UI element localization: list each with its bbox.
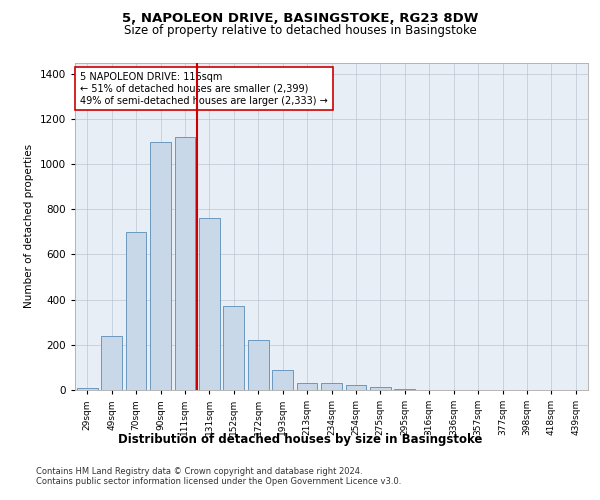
Bar: [346, 386, 367, 390]
Bar: [296, 383, 317, 390]
Text: 5 NAPOLEON DRIVE: 116sqm
← 51% of detached houses are smaller (2,399)
49% of sem: 5 NAPOLEON DRIVE: 116sqm ← 51% of detach…: [80, 72, 328, 106]
Bar: [321, 383, 342, 390]
Bar: [125, 232, 146, 390]
Bar: [248, 340, 269, 390]
Bar: [77, 388, 98, 390]
Text: Size of property relative to detached houses in Basingstoke: Size of property relative to detached ho…: [124, 24, 476, 37]
Text: Distribution of detached houses by size in Basingstoke: Distribution of detached houses by size …: [118, 432, 482, 446]
Y-axis label: Number of detached properties: Number of detached properties: [24, 144, 34, 308]
Bar: [370, 386, 391, 390]
Text: 5, NAPOLEON DRIVE, BASINGSTOKE, RG23 8DW: 5, NAPOLEON DRIVE, BASINGSTOKE, RG23 8DW: [122, 12, 478, 26]
Bar: [272, 370, 293, 390]
Text: Contains public sector information licensed under the Open Government Licence v3: Contains public sector information licen…: [36, 478, 401, 486]
Bar: [223, 306, 244, 390]
Bar: [394, 389, 415, 390]
Bar: [175, 137, 196, 390]
Bar: [199, 218, 220, 390]
Bar: [101, 336, 122, 390]
Text: Contains HM Land Registry data © Crown copyright and database right 2024.: Contains HM Land Registry data © Crown c…: [36, 468, 362, 476]
Bar: [150, 142, 171, 390]
